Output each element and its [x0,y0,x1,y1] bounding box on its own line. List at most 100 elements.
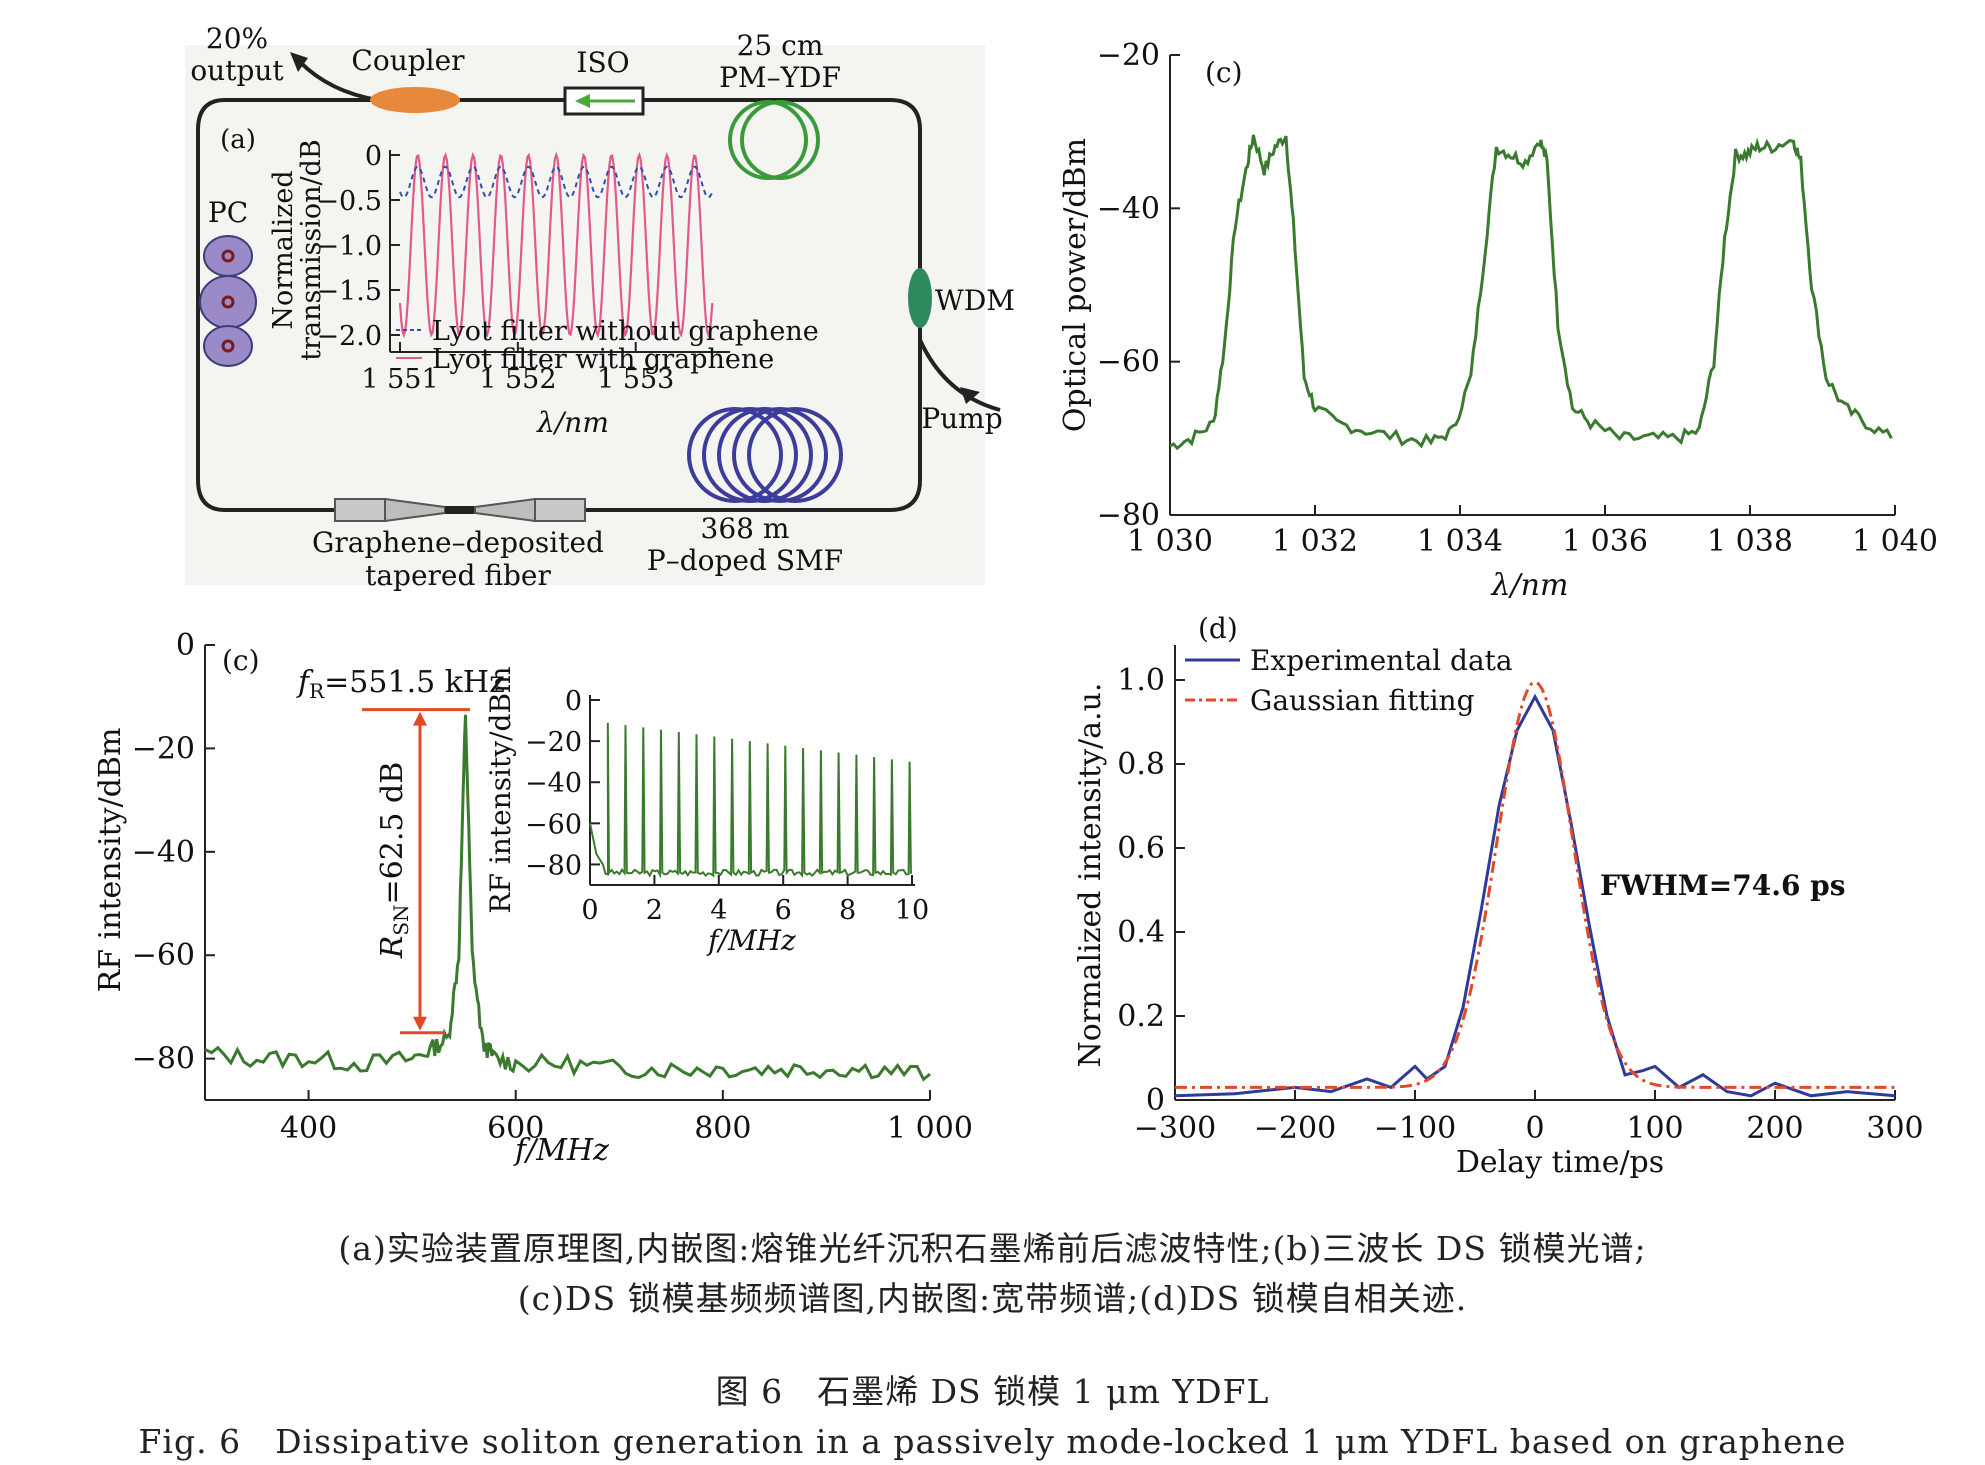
polarization-controller-icon [199,235,257,367]
pump-fiber [918,339,1001,412]
inset-c-x-tick-label: 0 [581,895,598,926]
caption-line-2: (c)DS 锁模基频频谱图,内嵌图:宽带频谱;(d)DS 锁模自相关迹. [517,1279,1468,1318]
panel-b-xlabel: λ/nm [1491,568,1569,603]
panel-b-y-tick-label: −20 [1097,38,1160,73]
legend-without-graphene: Lyot filter without graphene [432,316,819,347]
legend-experimental-label: Experimental data [1250,644,1513,677]
inset-c-y-tick-label: −40 [525,768,582,799]
legend-gaussian-label: Gaussian fitting [1250,684,1475,717]
panel-a-background [185,45,985,585]
inset-c-spectrum-line [589,722,913,879]
inset-a-xlabel: λ/nm [536,406,609,439]
ydf-coil-icon-2 [740,100,820,180]
panel-c-y-tick-label: −20 [132,731,195,766]
pump-label: Pump [921,402,1002,435]
panel-d-y-tick-label: 0.2 [1117,999,1165,1034]
panel-d-x-tick-label: −200 [1254,1111,1336,1146]
inset-a-x-tick-label: 1 551 [361,364,438,395]
panel-c-y-tick-label: −60 [132,938,195,973]
coupler-icon [370,87,460,113]
inset-a-y-tick-label: −1.5 [316,276,382,307]
panel-c-label: (c) [222,644,260,677]
inset-c-x-tick-label: 10 [895,895,929,926]
panel-b-area [1170,55,1895,515]
inset-c-x-tick-label: 2 [646,895,663,926]
panel-b-y-tick-label: −80 [1097,498,1160,533]
output-arrow-icon [290,52,308,72]
tapered-fiber-icon [334,497,586,523]
panel-b-y-tick-label: −60 [1097,345,1160,380]
rsn-arrowhead-down-icon [413,1016,427,1031]
panel-d-y-tick-label: 0.4 [1117,915,1165,950]
panel-a-label: (a) [220,125,256,155]
peak-frequency-label: fR=551.5 kHz [296,665,505,703]
inset-broadband-spectrum: 0 −20 −40 −60 −80 0 2 4 6 8 10 f/MHz RF intensity/… [484,666,929,957]
inset-a-y-tick-label: −2.0 [316,321,382,352]
pump-arrow-icon [960,387,980,404]
panel-c-x-tick-label: 600 [487,1111,544,1146]
inset-a-ylabel-1: Normalized [268,170,299,329]
panel-c-x-tick-label: 800 [694,1111,751,1146]
inset-c-xlabel: f/MHz [706,924,796,957]
isolator-arrow-icon [575,94,590,108]
inset-a-x-tick-label: 1 553 [597,364,674,395]
panel-b-spectrum: −20 −40 −60 −801 030 1 032 1 034 1 036 1 038 1 0… [1058,38,1938,603]
iso-label: ISO [576,46,629,79]
inset-a-x-tick-label: 1 552 [479,364,556,395]
ydf-length-label: 25 cm [737,29,824,62]
coupler-label: Coupler [351,44,465,77]
pc-label: PC [208,196,248,229]
panel-d-y-tick-label: 0.8 [1117,747,1165,782]
tapered-fiber-label-1: Graphene–deposited [312,526,604,559]
panel-d-x-tick-label: 0 [1525,1111,1544,1146]
gaussian-fit-line [1175,680,1895,1089]
inset-a-y-tick-label: 0 [365,141,382,172]
panel-b-spectrum-line [1169,134,1893,451]
panel-d-x-tick-label: −100 [1374,1111,1456,1146]
panel-d-xlabel: Delay time/ps [1456,1145,1664,1180]
panel-c-x-tick-label: 1 000 [887,1111,973,1146]
inset-c-x-tick-label: 8 [839,895,856,926]
inset-a-with-graphene-line [398,151,714,339]
legend-with-graphene: Lyot filter with graphene [432,344,774,375]
fwhm-annotation: FWHM=74.6 ps [1600,869,1846,902]
smf-length-label: 368 m [701,512,790,545]
inset-c-x-tick-label: 4 [710,895,727,926]
figure-title-chinese: 图 6 石墨烯 DS 锁模 1 μm YDFL [715,1372,1270,1411]
panel-b-x-tick-label: 1 034 [1417,524,1503,559]
panel-d-x-tick-label: 200 [1746,1111,1803,1146]
output-fiber [298,60,379,102]
inset-c-y-tick-label: 0 [565,686,582,717]
panel-c-ylabel: RF intensity/dBm [93,728,128,993]
panel-c-x-tick-label: 400 [280,1111,337,1146]
inset-c-ylabel: RF intensity/dBm [484,666,517,913]
inset-a-y-tick-label: −1.0 [316,231,382,262]
panel-b-y-tick-label: −40 [1097,191,1160,226]
panel-c-y-tick-label: −80 [132,1042,195,1077]
panel-b-x-tick-label: 1 040 [1852,524,1938,559]
panel-d-x-tick-label: −300 [1134,1111,1216,1146]
inset-transmission-plot: 0 −0.5 −1.0 −1.5 −2.0 1 551 1 552 1 553 Normal… [268,139,819,439]
panel-c-xlabel: f/MHz [513,1133,609,1168]
panel-d-x-tick-label: 100 [1626,1111,1683,1146]
inset-a-ylabel-2: transmission/dB [296,139,327,361]
output-percent-label: 20% [206,22,268,55]
panel-b-x-tick-label: 1 038 [1707,524,1793,559]
panel-d-ylabel: Normalized intensity/a.u. [1073,683,1108,1068]
panel-c-y-tick-label: −40 [132,835,195,870]
panel-d-label: (d) [1198,612,1238,645]
fiber-ring-loop [196,98,922,512]
panel-c-rf-line [204,714,931,1082]
inset-c-y-tick-label: −80 [525,850,582,881]
output-label: output [190,54,284,87]
inset-a-without-graphene-line [399,165,714,199]
figure-canvas: 20% output Coupler ISO 25 cm PM–YDF PC W… [93,22,1938,1180]
panel-c-y-tick-label: 0 [176,628,195,663]
inset-c-x-tick-label: 6 [775,895,792,926]
panel-b-x-tick-label: 1 032 [1272,524,1358,559]
panel-d-y-tick-label: 0 [1146,1083,1165,1118]
panel-d-autocorrelation: 0 0.2 0.4 0.6 0.8 1.0 −300 −200 −100 0 100 200 300 (… [1073,612,1924,1180]
smf-type-label: P–doped SMF [647,544,843,577]
rsn-label: RSN=62.5 dB [375,762,413,960]
